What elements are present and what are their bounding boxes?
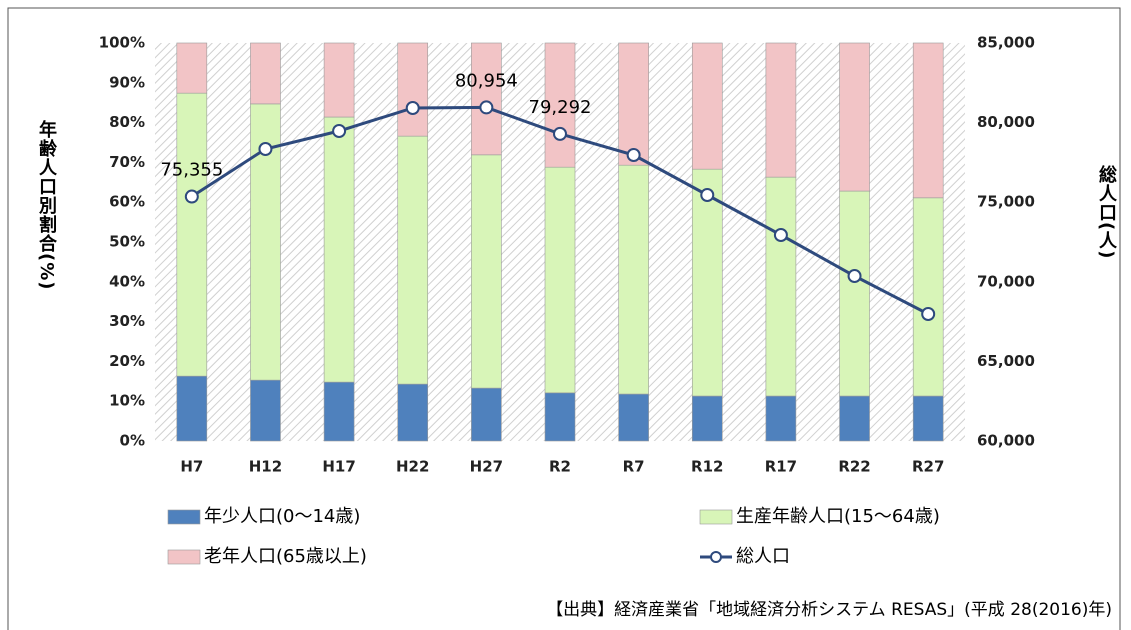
- bar-segment: [176, 92, 208, 377]
- x-tick-label: H17: [322, 458, 355, 476]
- legend-label: 年少人口(0～14歳): [204, 506, 360, 527]
- bar-segment: [250, 379, 281, 442]
- y-tick-label: 30%: [109, 312, 145, 330]
- bar-segment: [839, 395, 870, 442]
- bar-segment: [618, 164, 649, 395]
- y-tick-label: 90%: [109, 73, 145, 91]
- y-tick-label: 50%: [109, 233, 145, 251]
- y-tick-label: 20%: [109, 352, 145, 370]
- bar-segment: [544, 166, 576, 394]
- legend-swatch: [167, 549, 201, 565]
- y-tick-label: 70%: [109, 153, 145, 171]
- bar-segment: [765, 42, 797, 178]
- line-marker: [479, 100, 494, 115]
- x-tick-label: R27: [912, 458, 944, 476]
- x-tick-label: H22: [396, 458, 429, 476]
- bar-segment: [544, 392, 576, 442]
- legend-label: 老年人口(65歳以上): [204, 546, 367, 567]
- bar-segment: [544, 42, 576, 168]
- bar-segment: [839, 190, 870, 397]
- line-marker: [773, 227, 788, 242]
- bar-segment: [176, 42, 208, 94]
- bar-segment: [912, 395, 944, 442]
- bar-segment: [397, 135, 429, 385]
- bar-segment: [691, 42, 723, 170]
- bar-segment: [471, 42, 502, 156]
- y-tick-label: 40%: [109, 272, 145, 290]
- x-tick-label: R17: [765, 458, 797, 476]
- bar-segment: [323, 116, 355, 383]
- y2-tick-label: 85,000: [977, 34, 1035, 52]
- bar-segment: [912, 197, 944, 397]
- legend-swatch: [699, 509, 733, 525]
- bar-segment: [323, 381, 355, 442]
- line-marker: [626, 147, 641, 162]
- bar-segment: [397, 383, 429, 442]
- legend-label: 総人口: [736, 546, 790, 567]
- y2-tick-label: 75,000: [977, 193, 1035, 211]
- legend-swatch: [167, 509, 201, 525]
- y-axis-title: 年齢人口別割合(%): [36, 119, 57, 291]
- bar-segment: [765, 395, 797, 442]
- line-marker: [332, 124, 347, 139]
- x-tick-label: R22: [838, 458, 870, 476]
- bar-segment: [691, 168, 723, 397]
- line-marker: [921, 307, 936, 322]
- line-marker: [258, 141, 273, 156]
- y-tick-label: 60%: [109, 193, 145, 211]
- legend-label: 生産年齢人口(15～64歳): [736, 506, 940, 527]
- y-tick-label: 10%: [109, 392, 145, 410]
- y2-tick-label: 60,000: [977, 432, 1035, 450]
- x-tick-label: R12: [691, 458, 723, 476]
- frame: [7, 7, 1121, 630]
- bar-segment: [250, 42, 281, 105]
- data-label: 75,355: [160, 160, 223, 181]
- x-tick-label: H27: [470, 458, 503, 476]
- data-label: 80,954: [455, 70, 518, 91]
- y-tick-label: 0%: [120, 432, 145, 450]
- line-marker: [847, 269, 862, 284]
- y2-tick-label: 70,000: [977, 272, 1035, 290]
- y2-axis-title: 総人口(人): [1096, 164, 1117, 260]
- bar-segment: [323, 42, 355, 118]
- bar-segment: [176, 375, 208, 442]
- y2-tick-label: 80,000: [977, 113, 1035, 131]
- source: 【出典】経済産業省「地域経済分析システム RESAS」(平成 28(2016)年…: [546, 600, 1112, 620]
- bar-segment: [618, 42, 649, 166]
- line-marker: [184, 189, 199, 204]
- x-tick-label: H12: [249, 458, 282, 476]
- bar-segment: [765, 176, 797, 397]
- bar-segment: [691, 395, 723, 442]
- bar-segment: [839, 42, 870, 192]
- x-tick-label: R2: [549, 458, 571, 476]
- bar-segment: [618, 393, 649, 442]
- bar-segment: [912, 42, 944, 199]
- bar-segment: [397, 42, 429, 137]
- line-marker: [553, 126, 567, 141]
- bar-segment: [471, 154, 502, 389]
- y-tick-label: 100%: [99, 34, 145, 52]
- data-label: 79,292: [529, 97, 592, 118]
- bar-segment: [471, 387, 502, 442]
- y-tick-label: 80%: [109, 113, 145, 131]
- line-marker: [405, 101, 420, 116]
- legend-marker: [710, 551, 722, 563]
- x-tick-label: H7: [180, 458, 203, 476]
- y2-tick-label: 65,000: [977, 352, 1035, 370]
- x-tick-label: R7: [623, 458, 645, 476]
- line-marker: [700, 188, 715, 203]
